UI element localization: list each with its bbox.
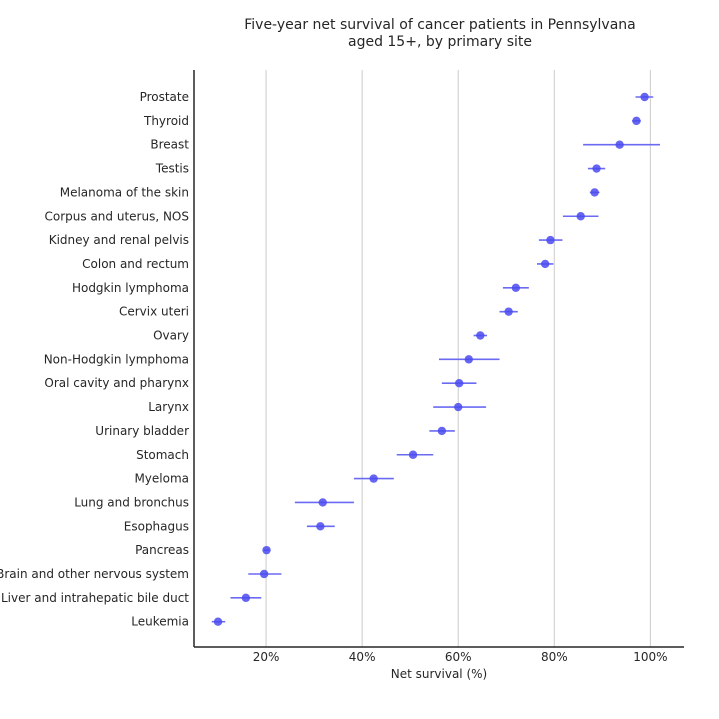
- data-point: [640, 92, 649, 102]
- data-point: [511, 283, 521, 292]
- y-tick-label: Colon and rectum: [82, 257, 189, 271]
- x-tick-label: 20%: [253, 650, 280, 664]
- y-tick-label: Thyroid: [143, 114, 189, 128]
- grid-lines: [265, 70, 651, 647]
- x-tick-label: 80%: [541, 650, 568, 664]
- y-tick-label: Liver and intrahepatic bile duct: [1, 591, 189, 605]
- data-point: [615, 140, 624, 149]
- data-point: [241, 593, 251, 603]
- y-tick-label: Ovary: [153, 329, 189, 343]
- data-point: [408, 450, 418, 459]
- data-point: [540, 259, 550, 269]
- y-tick-label: Hodgkin lymphoma: [72, 281, 189, 295]
- data-point: [213, 617, 223, 626]
- data-point: [316, 522, 325, 531]
- y-tick-label: Leukemia: [131, 615, 189, 629]
- data-point: [437, 426, 447, 436]
- data-point: [590, 188, 599, 197]
- chart-title-line2: aged 15+, by primary site: [347, 34, 532, 50]
- data-point: [464, 355, 473, 364]
- data-point: [476, 331, 485, 340]
- data-point: [262, 545, 271, 555]
- data-point: [576, 212, 585, 221]
- y-tick-label: Melanoma of the skin: [60, 185, 189, 199]
- y-tick-label: Corpus and uterus, NOS: [45, 209, 190, 223]
- data-point: [318, 498, 327, 507]
- data-point: [504, 307, 513, 316]
- data-point: [592, 164, 601, 173]
- y-tick-label: Oral cavity and pharynx: [44, 376, 189, 390]
- y-tick-labels: Prostate Thyroid Breast Testis Melanoma of t…: [0, 90, 189, 629]
- y-tick-label: Non-Hodgkin lymphoma: [44, 352, 189, 366]
- data-point: [546, 235, 555, 245]
- x-axis-label: Net survival (%): [391, 667, 487, 681]
- x-tick-label: 40%: [349, 650, 376, 664]
- x-tick-label: 60%: [445, 650, 472, 664]
- chart-title-line1: Five-year net survival of cancer patient…: [244, 17, 636, 33]
- y-tick-label: Brain and other nervous system: [0, 567, 189, 581]
- y-tick-label: Cervix uteri: [119, 305, 189, 319]
- y-tick-label: Kidney and renal pelvis: [49, 233, 189, 247]
- x-tick-labels: 20% 40% 60% 80% 100%: [253, 650, 668, 664]
- data-point: [632, 116, 641, 126]
- data-point: [369, 474, 378, 483]
- data-point: [454, 402, 463, 412]
- y-tick-label: Stomach: [136, 448, 189, 462]
- y-tick-label: Prostate: [140, 90, 189, 104]
- y-tick-label: Larynx: [148, 400, 189, 414]
- y-tick-label: Myeloma: [134, 472, 189, 486]
- y-tick-label: Pancreas: [135, 543, 189, 557]
- axes: [193, 70, 684, 648]
- data-point: [454, 379, 464, 388]
- chart-title: Five-year net survival of cancer patient…: [190, 17, 690, 51]
- y-tick-label: Testis: [155, 162, 189, 176]
- data-point: [259, 569, 269, 579]
- y-tick-label: Urinary bladder: [95, 424, 189, 438]
- data-series: [211, 92, 660, 626]
- x-tick-label: 100%: [633, 650, 667, 664]
- y-tick-label: Esophagus: [124, 519, 189, 533]
- y-tick-label: Breast: [150, 138, 189, 152]
- y-tick-label: Lung and bronchus: [74, 495, 189, 509]
